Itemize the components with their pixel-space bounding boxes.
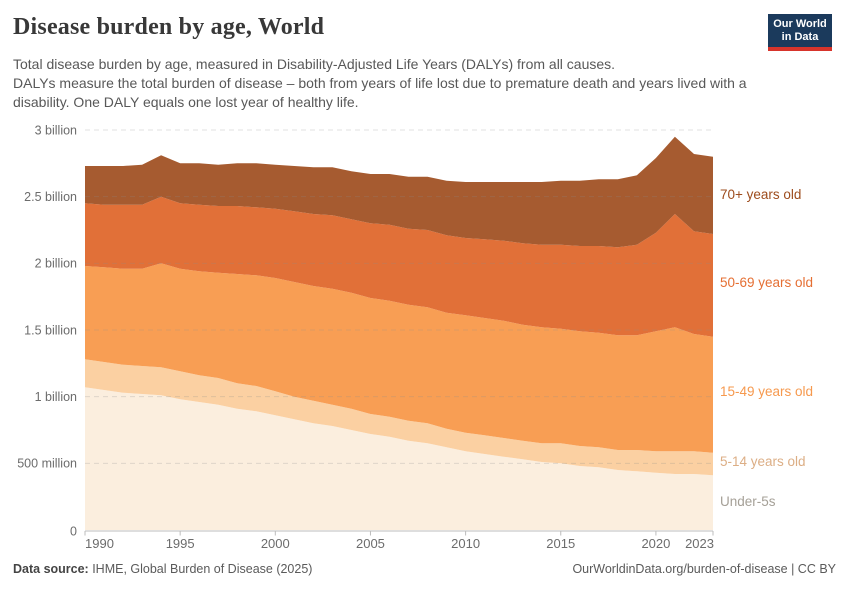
owid-logo-box: Our World in Data xyxy=(768,14,832,47)
series-label-15-49[interactable]: 15-49 years old xyxy=(720,384,814,399)
series-label-50-69[interactable]: 50-69 years old xyxy=(720,275,814,290)
owid-logo-underline xyxy=(768,47,832,51)
data-source-note: Data source: IHME, Global Burden of Dise… xyxy=(13,562,312,576)
series-label-70-plus[interactable]: 70+ years old xyxy=(720,187,802,202)
x-tick-label: 2015 xyxy=(546,536,575,551)
area-50-69[interactable] xyxy=(85,196,713,337)
x-tick-label: 2023 xyxy=(685,536,714,551)
y-tick-label: 2.5 billion xyxy=(24,190,77,204)
gridlines-group xyxy=(85,129,713,464)
series-label-5-14[interactable]: 5-14 years old xyxy=(720,454,806,469)
owid-logo-line1: Our World xyxy=(773,17,827,30)
y-tick-label: 0 xyxy=(70,524,77,538)
areas-group xyxy=(85,136,713,530)
x-tick-label: 2000 xyxy=(261,536,290,551)
series-label-under-5s[interactable]: Under-5s xyxy=(720,494,776,509)
y-tick-label: 500 million xyxy=(17,457,77,471)
owid-logo[interactable]: Our World in Data xyxy=(768,14,832,51)
owid-url-link[interactable]: OurWorldinData.org/burden-of-disease | C… xyxy=(572,562,836,576)
area-under-5s[interactable] xyxy=(85,387,713,530)
chart-subtitle-line1: Total disease burden by age, measured in… xyxy=(13,56,616,72)
y-tick-label: 1.5 billion xyxy=(24,323,77,337)
owid-logo-line2: in Data xyxy=(781,30,819,43)
y-tick-label: 3 billion xyxy=(35,123,77,137)
x-tick-label: 2005 xyxy=(356,536,385,551)
x-tick-label: 2010 xyxy=(451,536,480,551)
chart-subtitle-line2: DALYs measure the total burden of diseas… xyxy=(13,75,747,110)
x-tick-label: 1990 xyxy=(85,536,114,551)
y-axis-group: 3 billion 2.5 billion 2 billion 1.5 billion… xyxy=(17,123,77,538)
area-5-14[interactable] xyxy=(85,359,713,476)
data-source-text: IHME, Global Burden of Disease (2025) xyxy=(88,562,313,576)
x-tick-label: 1995 xyxy=(166,536,195,551)
area-70-plus[interactable] xyxy=(85,136,713,248)
x-tick-label: 2020 xyxy=(641,536,670,551)
x-axis-group: 1990 1995 2000 2005 2010 2015 2020 2023 xyxy=(84,530,714,551)
data-source-label: Data source: xyxy=(13,562,89,576)
area-15-49[interactable] xyxy=(85,263,713,453)
y-tick-label: 1 billion xyxy=(35,390,77,404)
y-tick-label: 2 billion xyxy=(35,257,77,271)
page-title: Disease burden by age, World xyxy=(13,14,325,40)
